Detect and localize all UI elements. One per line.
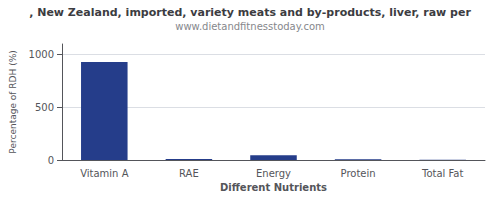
svg-text:Energy: Energy <box>256 168 291 179</box>
svg-text:1000: 1000 <box>29 49 54 60</box>
svg-text:Percentage of RDH (%): Percentage of RDH (%) <box>8 50 18 153</box>
svg-text:Different Nutrients: Different Nutrients <box>220 182 327 193</box>
svg-text:Vitamin A: Vitamin A <box>80 168 128 179</box>
svg-text:Total Fat: Total Fat <box>421 168 463 179</box>
svg-text:RAE: RAE <box>179 168 199 179</box>
svg-text:0: 0 <box>48 155 54 166</box>
svg-text:, New Zealand, imported, varie: , New Zealand, imported, variety meats a… <box>29 6 471 19</box>
svg-text:www.dietandfitnesstoday.com: www.dietandfitnesstoday.com <box>175 21 324 32</box>
svg-text:500: 500 <box>35 102 54 113</box>
svg-text:Protein: Protein <box>341 168 376 179</box>
